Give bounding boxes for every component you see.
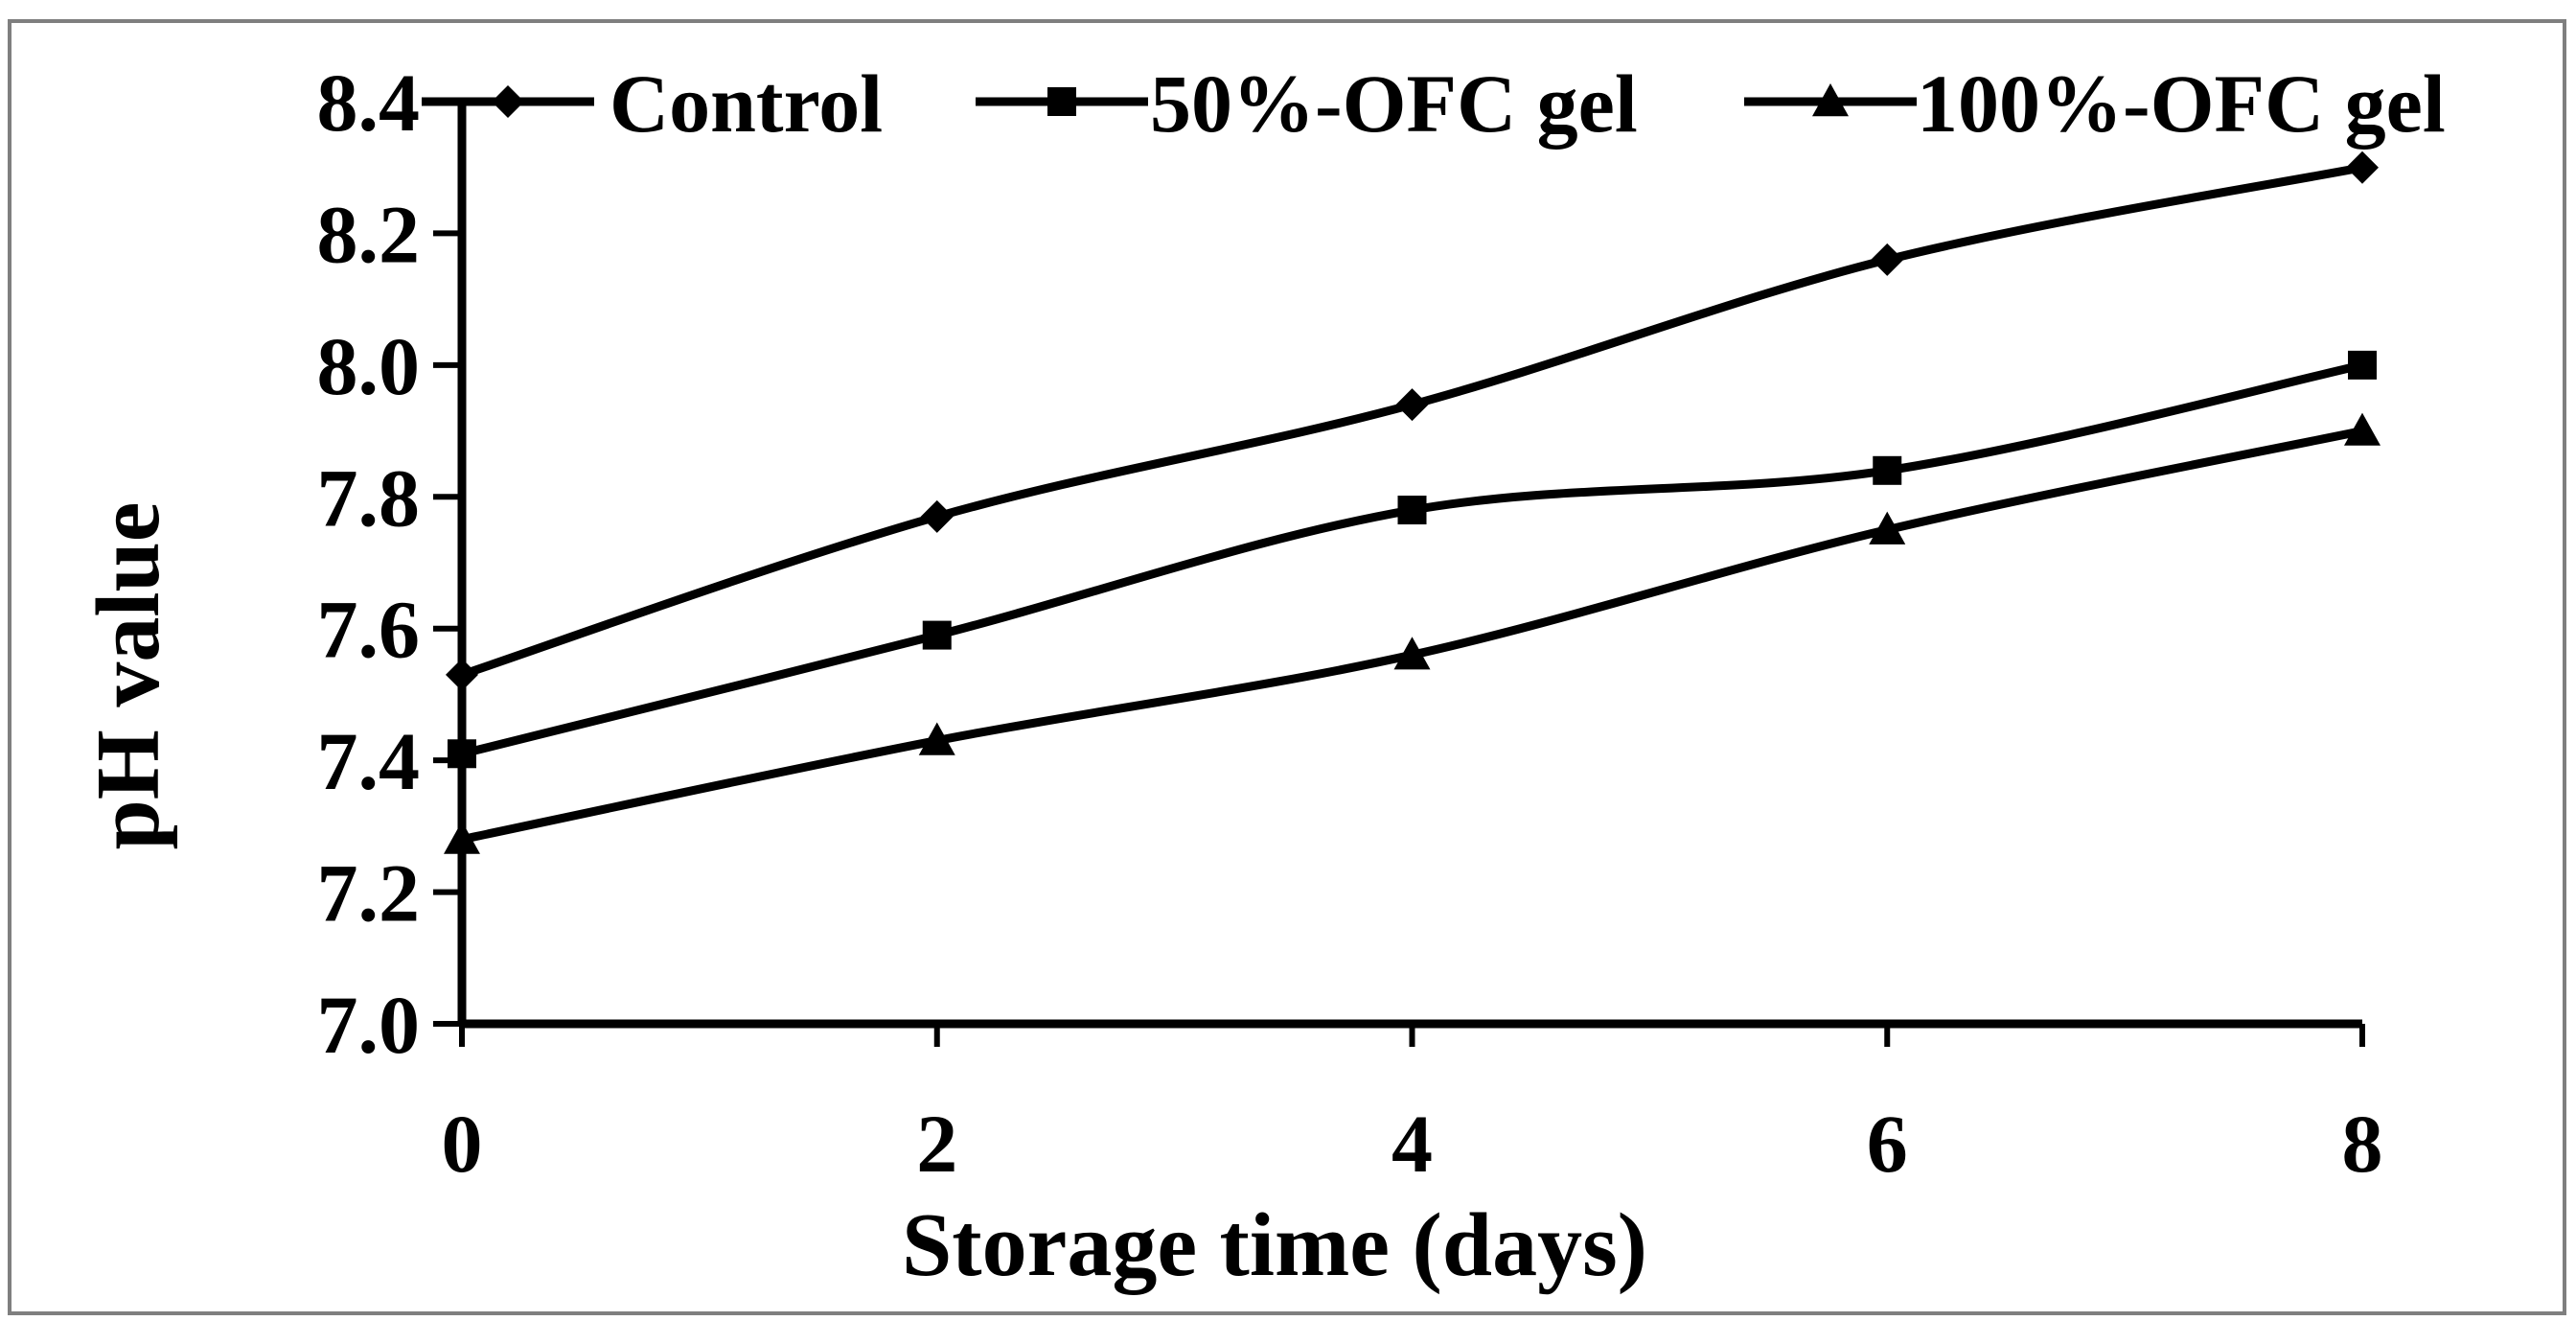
legend-label-2: 50%-OFC gel [1150, 58, 1638, 150]
series-lines [444, 151, 2380, 854]
legend-label-3: 100%-OFC gel [1917, 58, 2446, 150]
legend-marker-diamond [492, 85, 524, 118]
x-tick-label: 2 [916, 1098, 957, 1190]
y-tick-label: 7.2 [317, 847, 421, 939]
data-point-square [1873, 455, 1902, 485]
x-tick-label: 6 [1867, 1098, 1908, 1190]
data-point-triangle [918, 722, 955, 755]
y-tick-label: 8.2 [317, 188, 421, 280]
x-axis-title: Storage time (days) [902, 1195, 1647, 1295]
legend-marker-triangle [1812, 83, 1849, 117]
y-tick-label: 8.4 [317, 57, 421, 149]
data-point-triangle [2344, 412, 2380, 446]
data-point-diamond [1395, 388, 1429, 422]
data-point-square [1397, 496, 1427, 525]
x-tick-label: 4 [1392, 1098, 1433, 1190]
data-point-square [922, 620, 952, 650]
y-axis: 7.0 7.2 7.4 7.6 7.8 8.0 8.2 8.4 [317, 57, 467, 1071]
data-point-square [2348, 350, 2377, 380]
legend-label-1: Control [610, 58, 883, 150]
x-tick-label: 8 [2342, 1098, 2383, 1190]
y-tick-label: 8.0 [317, 320, 421, 412]
legend: Control 50%-OFC gel 100%-OFC gel [422, 58, 2446, 150]
data-point-square [448, 739, 476, 769]
data-point-diamond [446, 658, 478, 691]
chart-frame [8, 19, 2566, 1315]
y-tick-label: 7.8 [317, 452, 421, 544]
y-axis-title: pH value [79, 501, 178, 849]
data-point-triangle [1393, 637, 1431, 670]
data-point-triangle [444, 821, 480, 854]
legend-marker-square [1047, 87, 1076, 116]
y-tick-label: 7.4 [317, 715, 421, 807]
data-point-diamond [1871, 243, 1904, 276]
x-axis: 0 2 4 6 8 [442, 1019, 2383, 1190]
x-tick-label: 0 [442, 1098, 483, 1190]
data-point-diamond [920, 499, 954, 533]
y-tick-label: 7.6 [317, 584, 421, 676]
data-point-triangle [1869, 511, 1906, 545]
y-tick-label: 7.0 [317, 979, 421, 1071]
data-point-diamond [2346, 151, 2379, 184]
